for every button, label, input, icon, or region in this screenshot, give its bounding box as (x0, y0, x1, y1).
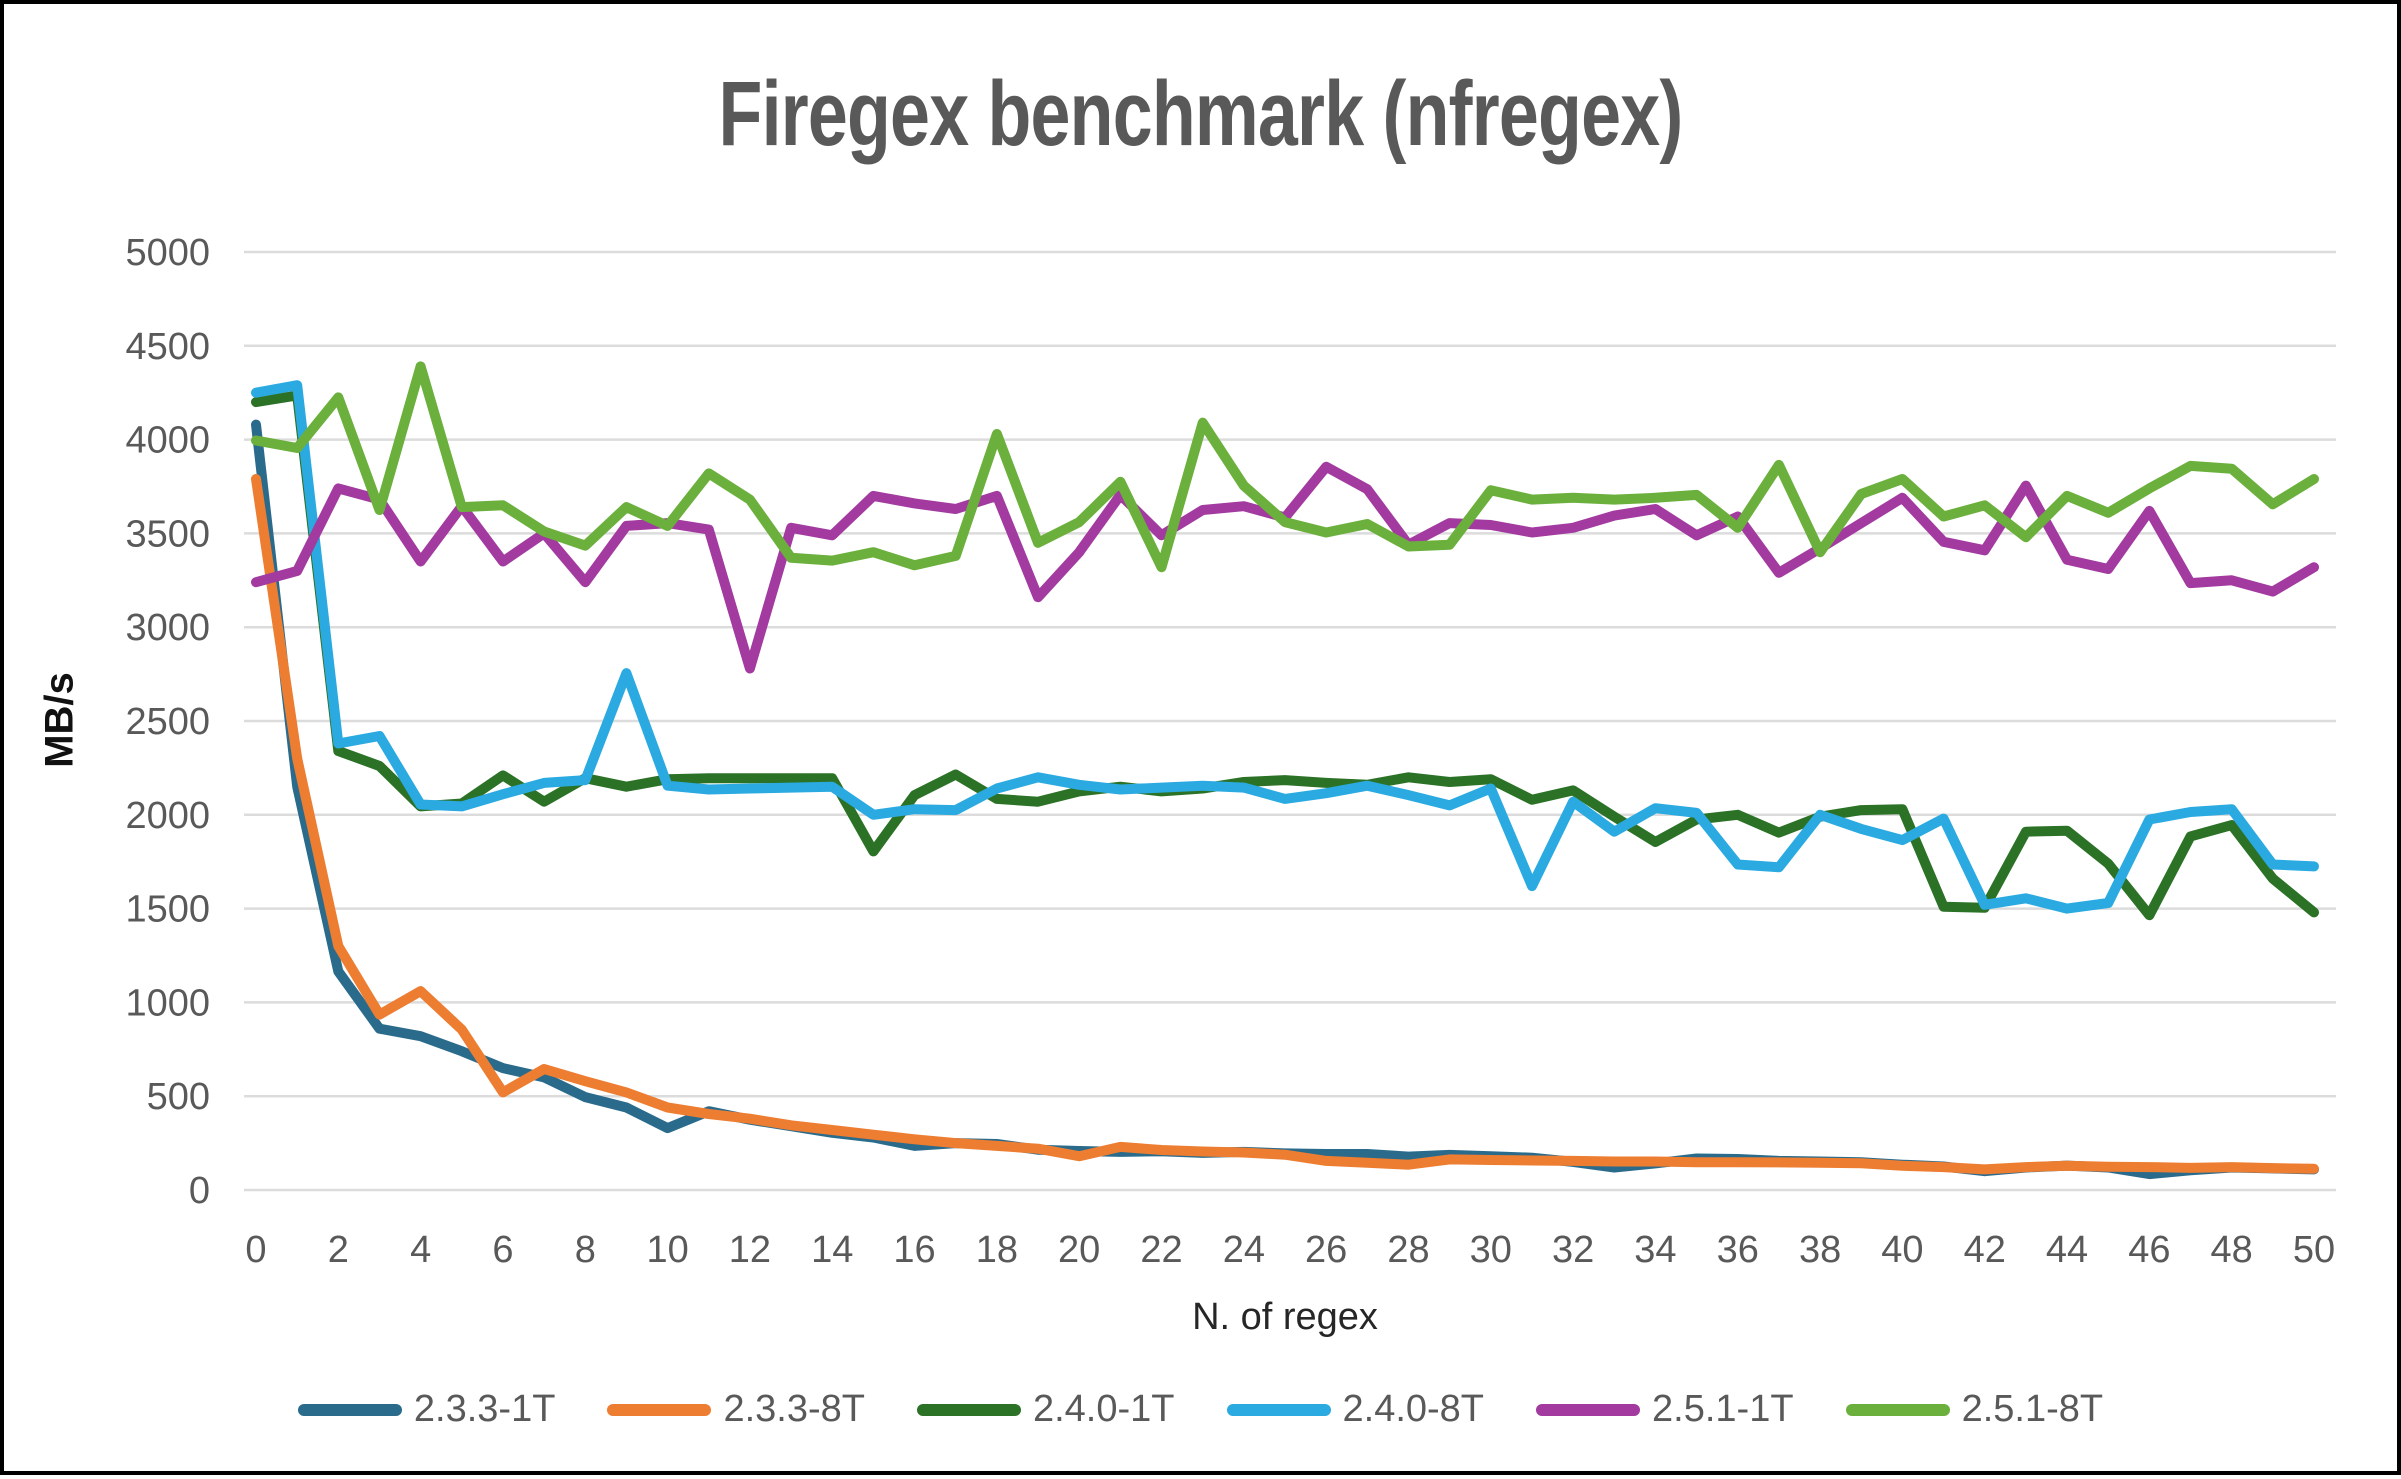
legend-item-2.5.1-1T: 2.5.1-1T (1536, 1388, 1794, 1431)
legend-item-2.5.1-8T: 2.5.1-8T (1845, 1388, 2104, 1431)
legend-item-2.3.3-1T: 2.3.3-1T (297, 1388, 556, 1431)
legend-label: 2.3.3-8T (723, 1388, 865, 1430)
y-tick-label: 4500 (125, 326, 210, 368)
y-tick-label: 3000 (125, 607, 210, 649)
y-tick-label: 3500 (125, 513, 210, 555)
legend-item-2.4.0-1T: 2.4.0-1T (916, 1388, 1175, 1431)
series-line-2.5.1-1T (251, 461, 2319, 674)
x-tick-label: 4 (410, 1229, 431, 1271)
legend-label: 2.4.0-1T (1032, 1388, 1175, 1430)
x-tick-label: 48 (2211, 1229, 2253, 1271)
plot-area: 0500100015002000250030003500400045005000… (125, 232, 2336, 1271)
y-tick-label: 2000 (125, 795, 210, 837)
x-tick-label: 44 (2046, 1229, 2088, 1271)
x-tick-label: 12 (729, 1229, 771, 1271)
legend-swatch-2.5.1-8T (1845, 1403, 1950, 1416)
legend-swatch-2.4.0-8T (1226, 1403, 1331, 1416)
x-tick-label: 20 (1058, 1229, 1100, 1271)
series-line-2.5.1-8T (251, 361, 2319, 573)
x-tick-label: 40 (1881, 1229, 1923, 1271)
y-tick-label: 4000 (125, 420, 210, 462)
y-tick-label: 5000 (125, 232, 210, 274)
legend-swatch-2.5.1-1T (1536, 1403, 1641, 1416)
x-tick-label: 8 (575, 1229, 596, 1271)
legend-item-2.4.0-8T: 2.4.0-8T (1226, 1388, 1485, 1431)
chart-title: Firegex benchmark (nfregex) (718, 63, 1684, 165)
x-tick-label: 38 (1799, 1229, 1841, 1271)
legend-item-2.3.3-8T: 2.3.3-8T (607, 1388, 865, 1431)
series-line-2.4.0-1T (251, 390, 2319, 921)
x-tick-label: 34 (1634, 1229, 1676, 1271)
x-tick-label: 22 (1140, 1229, 1182, 1271)
x-tick-label: 14 (811, 1229, 853, 1271)
x-tick-label: 32 (1552, 1229, 1594, 1271)
x-tick-label: 30 (1470, 1229, 1512, 1271)
y-tick-label: 0 (189, 1170, 210, 1212)
x-tick-label: 50 (2293, 1229, 2335, 1271)
y-tick-label: 1500 (125, 889, 210, 931)
legend-swatch-2.3.3-1T (297, 1403, 402, 1416)
legend-swatch-2.4.0-1T (916, 1403, 1021, 1416)
x-tick-label: 28 (1387, 1229, 1429, 1271)
y-tick-label: 500 (147, 1076, 210, 1118)
x-tick-label: 10 (646, 1229, 688, 1271)
x-tick-label: 0 (245, 1229, 266, 1271)
y-tick-label: 1000 (125, 982, 210, 1024)
x-tick-label: 46 (2128, 1229, 2170, 1271)
legend-swatch-2.3.3-8T (607, 1403, 712, 1416)
series-line-2.3.3-8T (251, 474, 2319, 1175)
legend-label: 2.5.1-1T (1652, 1388, 1794, 1430)
series-line-2.4.0-8T (251, 380, 2319, 914)
legend-label: 2.4.0-8T (1342, 1388, 1485, 1430)
x-tick-label: 26 (1305, 1229, 1347, 1271)
x-tick-label: 2 (328, 1229, 349, 1271)
y-tick-label: 2500 (125, 701, 210, 743)
x-tick-label: 16 (893, 1229, 935, 1271)
legend-label: 2.3.3-1T (413, 1388, 556, 1430)
x-tick-label: 18 (976, 1229, 1018, 1271)
x-axis-title: N. of regex (1192, 1296, 1378, 1338)
x-tick-label: 42 (1964, 1229, 2006, 1271)
x-tick-label: 24 (1223, 1229, 1265, 1271)
x-tick-label: 6 (492, 1229, 513, 1271)
legend: 2.3.3-1T 2.3.3-8T 2.4.0-1T 2.4.0-8T 2.5.1-1T… (4, 1388, 2397, 1431)
x-tick-label: 36 (1717, 1229, 1759, 1271)
legend-label: 2.5.1-8T (1961, 1388, 2104, 1430)
